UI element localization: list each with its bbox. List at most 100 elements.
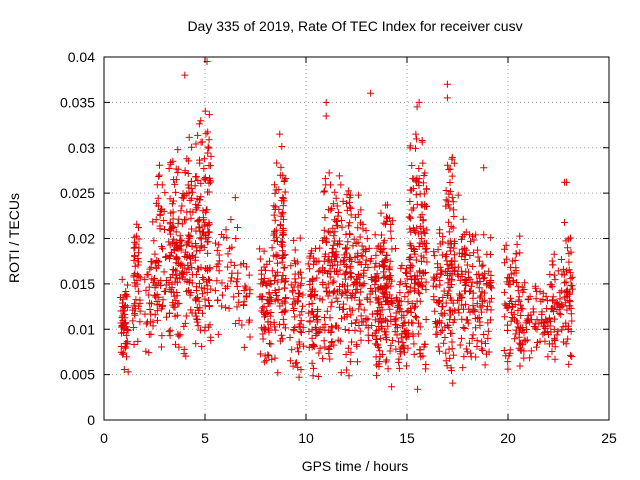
data-point [324,280,332,288]
data-point [187,259,195,267]
data-point [442,349,450,357]
data-point [466,251,474,259]
data-point [272,226,280,234]
data-point [267,308,275,316]
data-point [328,298,336,306]
data-point [203,282,211,290]
data-point [266,298,274,306]
data-point [351,253,359,261]
data-point [181,216,189,224]
data-point [213,277,221,285]
data-point [332,248,340,256]
data-point [506,294,514,302]
data-point [407,242,415,250]
data-point [165,238,173,246]
data-point [258,270,266,278]
data-point [306,265,314,273]
data-point [395,308,403,316]
data-point [174,219,182,227]
data-point [377,209,385,217]
data-point [335,237,343,245]
data-point [358,242,366,250]
data-point [120,365,128,373]
data-point [146,299,154,307]
data-point [414,330,422,338]
data-point [371,231,379,239]
data-point [321,175,329,183]
data-point [291,359,299,367]
data-point [268,244,276,252]
data-point [466,339,474,347]
data-point [268,355,276,363]
data-point [290,304,298,312]
data-point [507,270,515,278]
data-point [548,304,556,312]
data-point [194,322,202,330]
data-point [192,140,200,148]
data-point [450,159,458,167]
data-point [279,231,287,239]
data-point [445,324,453,332]
data-point [325,206,333,214]
data-point [341,325,349,333]
data-point [353,358,361,366]
data-point [446,261,454,269]
data-point [276,337,284,345]
data-point [513,240,521,248]
data-point [186,196,194,204]
data-point [407,214,415,222]
x-tick-label: 10 [298,430,314,446]
data-point [310,342,318,350]
axis-ticks: 0 5 10 15 20 25 0 0.005 0.01 0.015 0.02 0.025 0.03 0.… [60,49,617,446]
data-point [380,274,388,282]
data-point [181,71,189,79]
data-point [522,337,530,345]
data-point [171,180,179,188]
data-point [416,290,424,298]
data-point [356,258,364,266]
data-point [456,276,464,284]
data-point [123,353,131,361]
data-point [299,291,307,299]
data-point [142,347,150,355]
data-point [568,317,576,325]
x-tick-label: 25 [601,430,617,446]
data-point [291,323,299,331]
data-point [548,296,556,304]
data-point [447,276,455,284]
data-point [416,222,424,230]
data-point [134,261,142,269]
data-point [198,342,206,350]
data-point [308,276,316,284]
data-point [557,303,565,311]
data-point [290,295,298,303]
data-point [565,360,573,368]
data-point [517,301,525,309]
data-point [439,294,447,302]
data-point [512,326,520,334]
data-point [382,213,390,221]
data-point [419,159,427,167]
data-point [294,298,302,306]
data-point [462,246,470,254]
data-point [514,306,522,314]
data-point [478,338,486,346]
data-point [417,353,425,361]
data-point [346,358,354,366]
data-point [473,279,481,287]
data-point [345,222,353,230]
data-point [343,294,351,302]
data-point [163,313,171,321]
data-point [404,344,412,352]
data-point [161,189,169,197]
data-point [546,270,554,278]
data-point [150,237,158,245]
data-point [341,260,349,268]
data-point [450,244,458,252]
data-point [123,326,131,334]
data-point [341,271,349,279]
data-point [407,261,415,269]
data-point [514,319,522,327]
data-point [446,294,454,302]
data-point [379,289,387,297]
